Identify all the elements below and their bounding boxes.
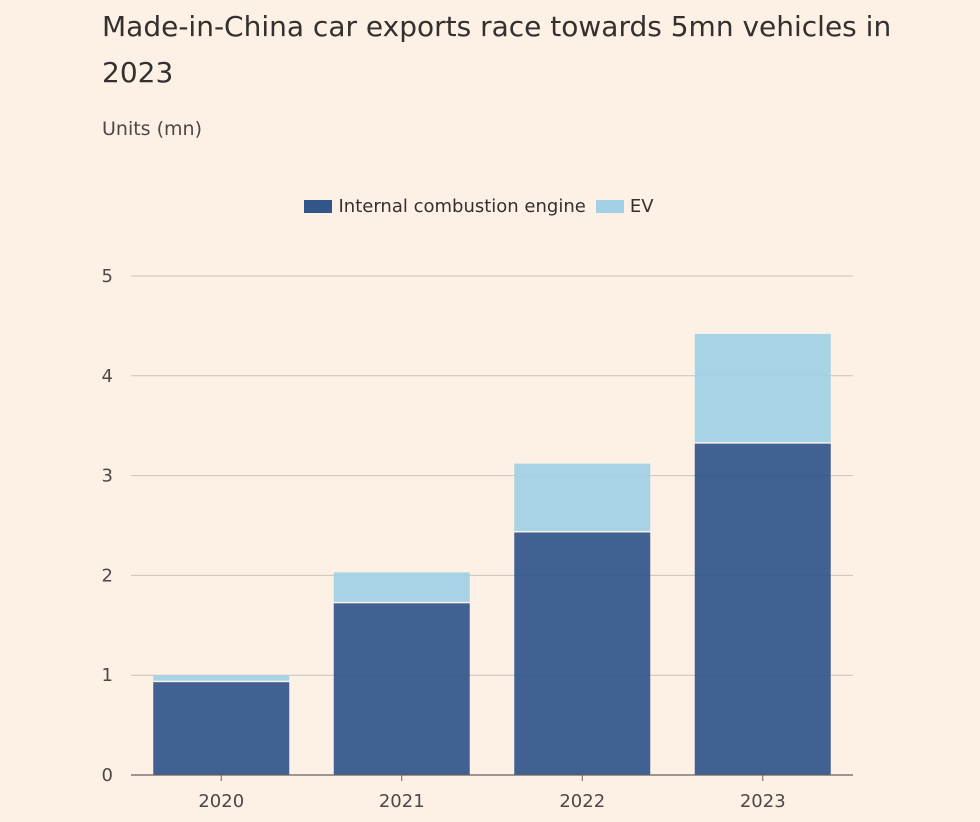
x-tick-label: 2021 — [379, 791, 425, 812]
legend-item-ice: Internal combustion engine — [304, 196, 586, 217]
bar-ice-2022 — [514, 532, 651, 775]
legend-label-ice: Internal combustion engine — [338, 196, 586, 217]
legend-swatch-ice — [304, 200, 333, 213]
x-tick-label: 2022 — [559, 791, 605, 812]
bar-ev-2022 — [514, 463, 651, 531]
y-tick-label: 0 — [102, 765, 113, 786]
legend-swatch-ev — [595, 200, 624, 213]
y-tick-label: 3 — [102, 466, 113, 487]
bar-ev-2023 — [694, 333, 831, 443]
bar-ice-2021 — [333, 603, 470, 775]
y-tick-label: 1 — [102, 665, 113, 686]
chart-title: Made-in-China car exports race towards 5… — [102, 10, 892, 89]
x-tick-label: 2023 — [740, 791, 786, 812]
bar-ice-2020 — [153, 682, 290, 775]
bar-ev-2020 — [153, 675, 290, 681]
bar-ev-2021 — [333, 572, 470, 602]
bar-ice-2023 — [694, 443, 831, 775]
legend-item-ev: EV — [595, 196, 654, 217]
y-tick-label: 4 — [102, 366, 113, 387]
legend: Internal combustion engine EV — [0, 196, 958, 217]
x-tick-label: 2020 — [198, 791, 244, 812]
legend-label-ev: EV — [629, 196, 654, 217]
chart-subtitle: Units (mn) — [102, 118, 202, 140]
y-tick-label: 5 — [102, 266, 113, 287]
y-tick-label: 2 — [102, 565, 113, 586]
